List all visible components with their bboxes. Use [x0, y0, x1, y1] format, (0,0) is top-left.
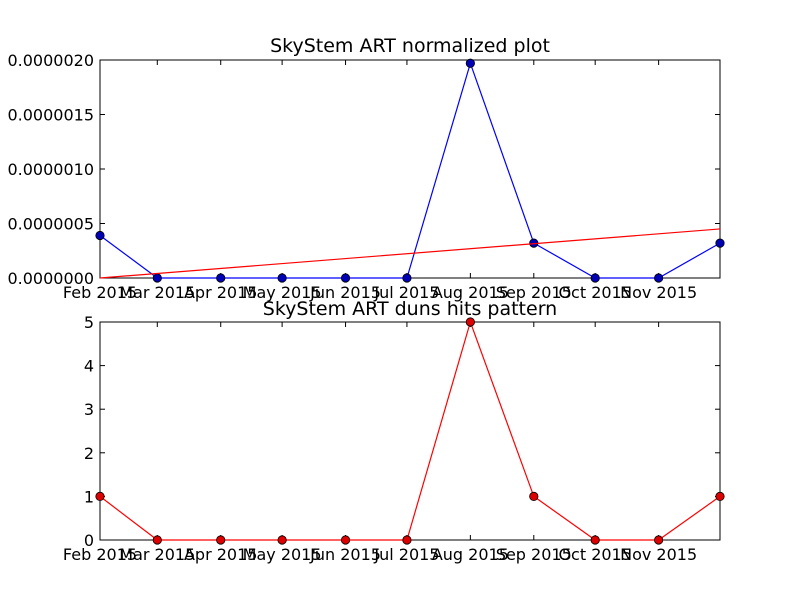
x-tick-label: Feb 2015 [63, 545, 137, 564]
chart-title: SkyStem ART duns hits pattern [263, 298, 557, 320]
y-tick-label: 5 [84, 313, 94, 332]
data-point [465, 58, 475, 68]
x-tick-label: Nov 2015 [620, 545, 697, 564]
duns-hits-plot: SkyStem ART duns hits pattern 0 1 2 3 4 5 Feb … [63, 298, 725, 564]
data-point [654, 535, 664, 545]
y-tick-label: 0.0000015 [7, 106, 94, 125]
plot-frame [99, 59, 721, 279]
data-point [402, 535, 412, 545]
data-point [277, 273, 287, 283]
data-point [95, 491, 105, 501]
data-point [715, 491, 725, 501]
y-tick-label: 0 [84, 531, 94, 550]
x-tick-label: Sep 2015 [496, 545, 572, 564]
data-point [340, 273, 351, 283]
data-point [216, 273, 226, 283]
data-point [402, 273, 412, 283]
y-tick-label: 0.0000000 [7, 269, 94, 288]
series-line [99, 61, 721, 279]
x-tick-label: Apr 2015 [184, 545, 257, 564]
x-tick-label: Mar 2015 [119, 545, 195, 564]
chart-title: SkyStem ART normalized plot [270, 35, 550, 57]
x-tick-label: Jun 2015 [309, 545, 381, 564]
x-tick-label: Oct 2015 [558, 545, 631, 564]
x-tick-label: Jun 2015 [309, 283, 381, 302]
data-point [216, 535, 226, 545]
x-tick-label: May 2015 [243, 545, 322, 564]
y-tick-label: 0.0000010 [7, 160, 94, 179]
series-line [99, 320, 721, 541]
data-point [715, 238, 725, 248]
series-line [99, 228, 721, 279]
data-point [465, 317, 475, 327]
x-tick-label: Apr 2015 [184, 283, 257, 302]
normalized-plot: SkyStem ART normalized plot 0.0000000 0.0… [7, 35, 725, 302]
plot-frame [99, 321, 721, 541]
data-point [340, 535, 351, 545]
x-tick-label: Aug 2015 [432, 283, 509, 302]
y-tick-label: 0.0000005 [7, 215, 94, 234]
data-point [95, 230, 105, 241]
data-point [590, 273, 600, 283]
y-tick-label: 3 [84, 400, 94, 419]
x-tick-label: Jul 2015 [373, 545, 439, 564]
x-tick-label: Mar 2015 [119, 283, 195, 302]
y-tick-label: 1 [84, 487, 94, 506]
data-point [529, 491, 539, 501]
data-point [152, 535, 162, 545]
data-point [152, 273, 162, 283]
y-tick-label: 4 [84, 357, 94, 376]
x-tick-label: Sep 2015 [496, 283, 572, 302]
x-tick-label: Aug 2015 [432, 545, 509, 564]
x-tick-label: Feb 2015 [63, 283, 137, 302]
y-tick-label: 2 [84, 444, 94, 463]
x-tick-label: Oct 2015 [558, 283, 631, 302]
data-point [277, 535, 287, 545]
y-tick-label: 0.0000020 [7, 51, 94, 70]
data-point [590, 535, 600, 545]
data-point [654, 273, 664, 283]
x-tick-label: Jul 2015 [373, 283, 439, 302]
x-tick-label: May 2015 [243, 283, 322, 302]
x-tick-label: Nov 2015 [620, 283, 697, 302]
